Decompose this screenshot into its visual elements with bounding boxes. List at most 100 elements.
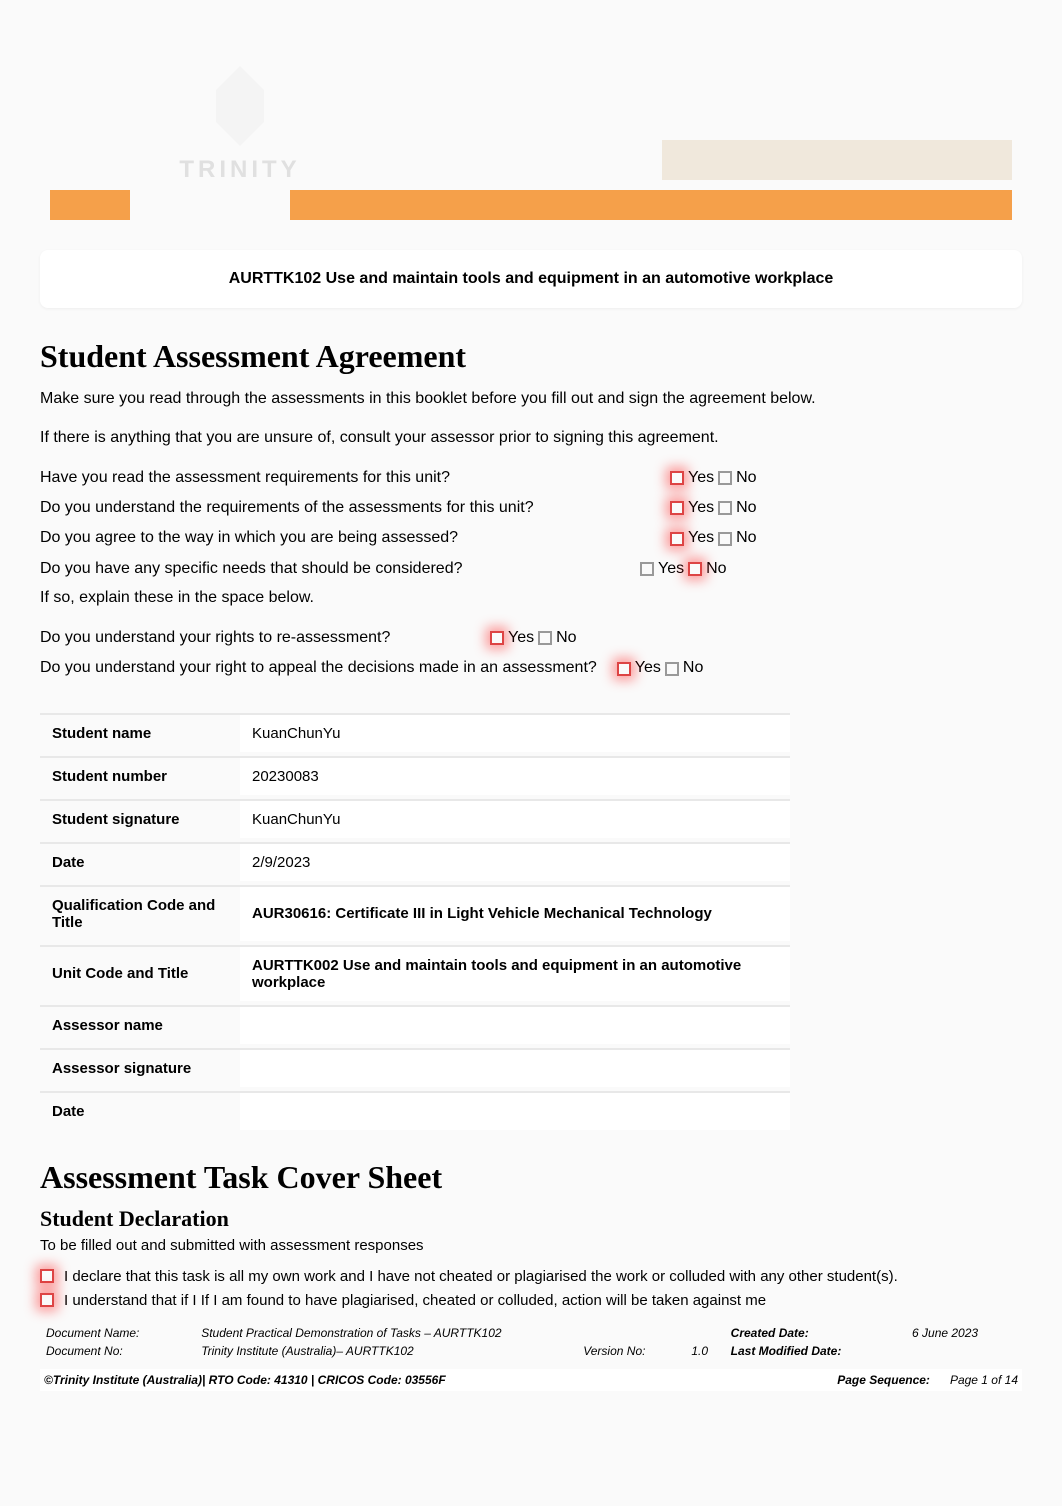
intro-line-2: If there is anything that you are unsure… bbox=[40, 424, 1022, 453]
questions-list: Have you read the assessment requirement… bbox=[40, 463, 1022, 1134]
declaration-item: I declare that this task is all my own w… bbox=[40, 1266, 1022, 1289]
orange-accent-box bbox=[50, 190, 130, 220]
document-header: TRINITY bbox=[40, 20, 1022, 220]
section-heading-agreement: Student Assessment Agreement bbox=[40, 338, 1022, 375]
checkbox[interactable] bbox=[670, 532, 684, 546]
subheading-declaration: Student Declaration bbox=[40, 1206, 1022, 1232]
table-row: Qualification Code and TitleAUR30616: Ce… bbox=[40, 885, 790, 941]
no-label: No bbox=[736, 463, 756, 493]
footer-version-label: Version No: bbox=[579, 1343, 685, 1359]
footer-metadata-table: Document Name: Student Practical Demonst… bbox=[40, 1323, 1022, 1361]
checkbox[interactable] bbox=[538, 631, 552, 645]
question-text: Do you have any specific needs that shou… bbox=[40, 554, 620, 584]
no-label: No bbox=[736, 493, 756, 523]
orange-accent-bar bbox=[290, 190, 1012, 220]
question-row: Have you read the assessment requirement… bbox=[40, 463, 1022, 493]
table-label: Date bbox=[40, 842, 240, 881]
checkbox[interactable] bbox=[665, 662, 679, 676]
question-text: Do you understand your rights to re-asse… bbox=[40, 623, 470, 653]
checkbox[interactable] bbox=[670, 471, 684, 485]
yes-no-group: Yes No bbox=[670, 493, 757, 523]
declaration-list: I declare that this task is all my own w… bbox=[40, 1266, 1022, 1313]
footer-doc-no-value: Trinity Institute (Australia)– AURTTK102 bbox=[197, 1343, 577, 1359]
trinity-logo-icon bbox=[200, 66, 280, 146]
footer-created-date-label: Created Date: bbox=[727, 1325, 906, 1341]
unit-title: AURTTK102 Use and maintain tools and equ… bbox=[229, 270, 834, 287]
checkbox[interactable] bbox=[688, 562, 702, 576]
declaration-intro: To be filled out and submitted with asse… bbox=[40, 1237, 1022, 1254]
yes-label: Yes bbox=[688, 523, 714, 553]
table-label: Student signature bbox=[40, 799, 240, 838]
table-label: Assessor signature bbox=[40, 1048, 240, 1087]
table-row: Unit Code and TitleAURTTK002 Use and mai… bbox=[40, 945, 790, 1001]
footer-doc-no-label: Document No: bbox=[42, 1343, 195, 1359]
logo-text: TRINITY bbox=[179, 156, 300, 184]
footer-doc-name-value: Student Practical Demonstration of Tasks… bbox=[197, 1325, 577, 1341]
yes-label: Yes bbox=[688, 463, 714, 493]
no-label: No bbox=[706, 554, 726, 584]
yes-no-group: Yes No bbox=[640, 554, 727, 584]
section-heading-coversheet: Assessment Task Cover Sheet bbox=[40, 1159, 1022, 1196]
table-value: 20230083 bbox=[240, 756, 790, 795]
checkbox[interactable] bbox=[718, 532, 732, 546]
no-label: No bbox=[683, 653, 703, 683]
table-row: Student signatureKuanChunYu bbox=[40, 799, 790, 838]
question-text: Do you understand the requirements of th… bbox=[40, 493, 650, 523]
question-row: Do you agree to the way in which you are… bbox=[40, 523, 1022, 553]
copyright-text: ©Trinity Institute (Australia)| RTO Code… bbox=[44, 1373, 446, 1387]
table-value: 2/9/2023 bbox=[240, 842, 790, 881]
table-label: Qualification Code and Title bbox=[40, 885, 240, 941]
table-row: Student nameKuanChunYu bbox=[40, 713, 790, 752]
no-label: No bbox=[736, 523, 756, 553]
checkbox[interactable] bbox=[617, 662, 631, 676]
checkbox[interactable] bbox=[40, 1293, 54, 1307]
logo-area: TRINITY bbox=[140, 50, 340, 200]
intro-line-1: Make sure you read through the assessmen… bbox=[40, 385, 1022, 414]
yes-no-group: Yes No bbox=[490, 623, 577, 653]
unit-title-box: AURTTK102 Use and maintain tools and equ… bbox=[40, 250, 1022, 308]
yes-label: Yes bbox=[635, 653, 661, 683]
table-value: KuanChunYu bbox=[240, 799, 790, 838]
question-row: Do you understand the requirements of th… bbox=[40, 493, 1022, 523]
question-row: Do you understand your rights to re-asse… bbox=[40, 623, 1022, 653]
table-label: Student number bbox=[40, 756, 240, 795]
yes-label: Yes bbox=[508, 623, 534, 653]
table-row: Assessor signature bbox=[40, 1048, 790, 1087]
table-value: KuanChunYu bbox=[240, 713, 790, 752]
table-value: AURTTK002 Use and maintain tools and equ… bbox=[240, 945, 790, 1001]
declaration-item: I understand that if I If I am found to … bbox=[40, 1290, 1022, 1313]
checkbox[interactable] bbox=[670, 501, 684, 515]
page-seq-value: Page 1 of 14 bbox=[950, 1373, 1018, 1387]
yes-label: Yes bbox=[658, 554, 684, 584]
table-row: Student number20230083 bbox=[40, 756, 790, 795]
no-label: No bbox=[556, 623, 576, 653]
checkbox[interactable] bbox=[718, 471, 732, 485]
footer-last-mod-label: Last Modified Date: bbox=[727, 1343, 906, 1359]
question-text: Do you agree to the way in which you are… bbox=[40, 523, 650, 553]
footer-version-value: 1.0 bbox=[687, 1343, 724, 1359]
footer-doc-name-label: Document Name: bbox=[42, 1325, 195, 1341]
question-row: Do you have any specific needs that shou… bbox=[40, 554, 1022, 584]
checkbox[interactable] bbox=[718, 501, 732, 515]
header-right-placeholder bbox=[662, 140, 1012, 180]
table-label: Assessor name bbox=[40, 1005, 240, 1044]
checkbox[interactable] bbox=[490, 631, 504, 645]
student-info-table: Student nameKuanChunYu Student number2023… bbox=[40, 709, 790, 1134]
footer-created-date-value: 6 June 2023 bbox=[908, 1325, 1020, 1341]
yes-no-group: Yes No bbox=[670, 523, 757, 553]
checkbox[interactable] bbox=[40, 1269, 54, 1283]
table-value bbox=[240, 1091, 790, 1130]
declaration-text: I declare that this task is all my own w… bbox=[64, 1266, 898, 1289]
question-row: Do you understand your right to appeal t… bbox=[40, 653, 1022, 683]
table-label: Date bbox=[40, 1091, 240, 1130]
footer-copyright-row: ©Trinity Institute (Australia)| RTO Code… bbox=[40, 1369, 1022, 1391]
question-text: Have you read the assessment requirement… bbox=[40, 463, 650, 493]
table-row: Date2/9/2023 bbox=[40, 842, 790, 881]
table-value bbox=[240, 1048, 790, 1087]
table-value: AUR30616: Certificate III in Light Vehic… bbox=[240, 885, 790, 941]
yes-no-group: Yes No bbox=[670, 463, 757, 493]
checkbox[interactable] bbox=[640, 562, 654, 576]
yes-label: Yes bbox=[688, 493, 714, 523]
yes-no-group: Yes No bbox=[617, 653, 704, 683]
page-seq-label: Page Sequence: bbox=[837, 1373, 930, 1387]
